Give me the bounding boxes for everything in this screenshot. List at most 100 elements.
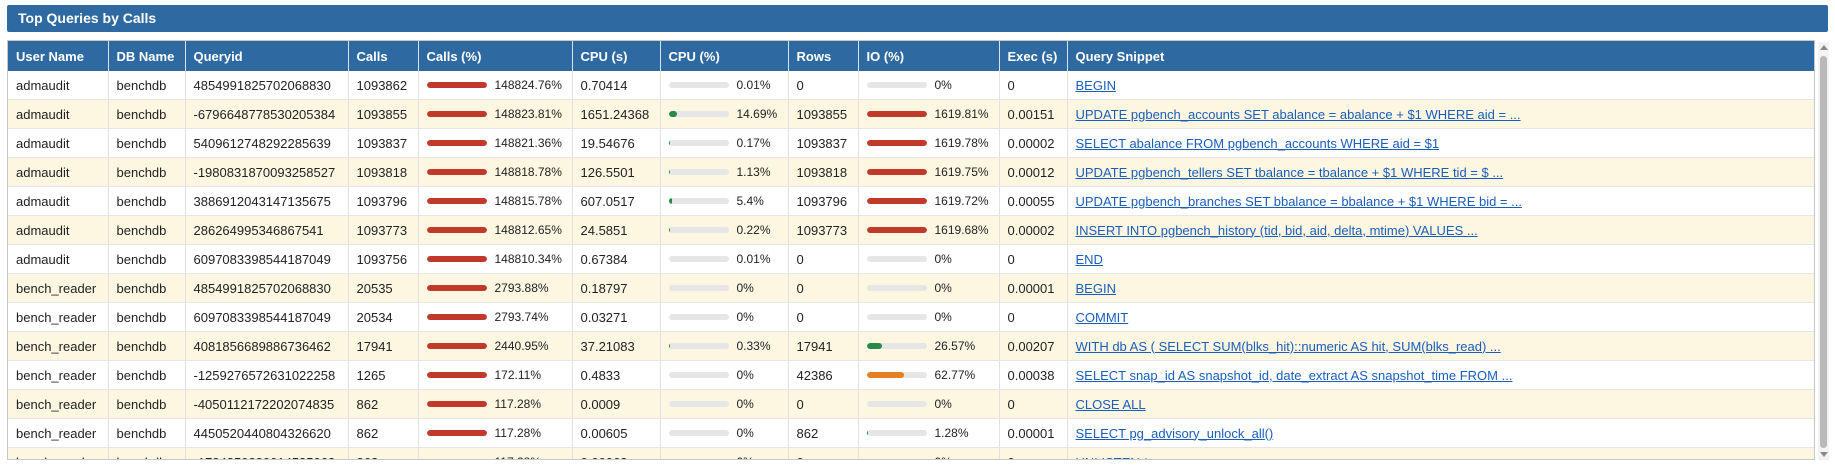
- query-snippet-link[interactable]: UPDATE pgbench_branches SET bbalance = b…: [1075, 193, 1522, 209]
- progress-bar: [426, 430, 487, 436]
- scroll-up-arrow-icon[interactable]: [1820, 45, 1828, 50]
- cell-io-pct: 0%: [858, 389, 1000, 419]
- table-row[interactable]: bench_reader benchdb 4450520440804326620 86…: [8, 418, 1814, 448]
- scroll-thumb[interactable]: [1820, 56, 1827, 448]
- table-row[interactable]: bench_reader benchdb 4081856689886736462 17…: [8, 331, 1814, 361]
- cell-cpu-s: 0.18797: [572, 273, 661, 303]
- query-snippet-link[interactable]: UNLISTEN *: [1076, 455, 1149, 460]
- query-snippet-link[interactable]: BEGIN: [1075, 280, 1116, 296]
- cell-io-pct: 0%: [858, 244, 1000, 274]
- table-row[interactable]: admaudit benchdb -6796648778530205384 10938…: [8, 99, 1814, 129]
- progress-bar: [426, 372, 487, 378]
- cell-cpu-pct: 0.01%: [660, 71, 789, 100]
- progress-bar-label: 0%: [934, 281, 952, 295]
- cell-io-pct: 0%: [858, 273, 1000, 303]
- cell-calls: 1093855: [348, 99, 419, 129]
- cell-cpu-pct: 0%: [660, 360, 789, 390]
- query-snippet-link[interactable]: WITH db AS ( SELECT SUM(blks_hit)::numer…: [1075, 338, 1501, 354]
- cell-queryid: -6796648778530205384: [185, 99, 349, 129]
- progress-bar-label: 1.28%: [934, 426, 969, 440]
- progress-bar: [426, 227, 487, 233]
- table-row[interactable]: bench_reader benchdb 4854991825702068830 20…: [8, 273, 1814, 303]
- progress-bar-label: 148815.78%: [494, 194, 562, 208]
- cell-exec-s: 0.00055: [999, 186, 1068, 216]
- progress-bar-label: 172.11%: [494, 368, 541, 382]
- query-snippet-link[interactable]: INSERT INTO pgbench_history (tid, bid, a…: [1075, 222, 1478, 238]
- query-snippet-link[interactable]: SELECT snap_id AS snapshot_id, date_extr…: [1075, 367, 1513, 383]
- col-header-queryid[interactable]: Queryid: [185, 41, 349, 71]
- col-header-cpu-pct[interactable]: CPU (%): [660, 41, 789, 71]
- col-header-db-name[interactable]: DB Name: [108, 41, 186, 71]
- cell-cpu-pct: 0.01%: [660, 244, 789, 274]
- table-row[interactable]: bench_reader benchdb -4050112172202074835 8…: [8, 389, 1814, 419]
- col-header-io-pct[interactable]: IO (%): [858, 41, 1000, 71]
- cell-query-snippet: COMMIT: [1067, 302, 1814, 332]
- query-snippet-link[interactable]: BEGIN: [1075, 77, 1116, 93]
- col-header-rows[interactable]: Rows: [788, 41, 859, 71]
- queries-table-container[interactable]: User Name DB Name Queryid Calls Calls (%…: [7, 40, 1815, 460]
- cell-cpu-pct: 5.4%: [660, 186, 789, 216]
- progress-bar-label: 0%: [934, 397, 952, 411]
- table-row[interactable]: bench_reader benchdb 6097083398544187049 20…: [8, 302, 1814, 332]
- cell-exec-s: 0.00038: [999, 360, 1068, 390]
- query-snippet-link[interactable]: END: [1075, 251, 1103, 267]
- cell-cpu-pct: 0%: [660, 302, 789, 332]
- col-header-exec-s[interactable]: Exec (s): [999, 41, 1068, 71]
- cell-rows: 1093796: [788, 186, 859, 216]
- table-row[interactable]: bench_reader benchdb -1259276572631022258 1…: [8, 360, 1814, 390]
- table-row[interactable]: admaudit benchdb 286264995346867541 1093773…: [8, 215, 1814, 245]
- progress-bar: [426, 198, 487, 204]
- table-row[interactable]: bench_readerbenchdb-17848508800145350638…: [8, 447, 1814, 460]
- cell-user-name: admaudit: [8, 157, 109, 187]
- progress-bar-fill: [866, 372, 905, 378]
- cell-calls-pct: 2440.95%: [418, 331, 573, 361]
- query-snippet-link[interactable]: UPDATE pgbench_tellers SET tbalance = tb…: [1075, 164, 1504, 180]
- progress-bar-label: 1.13%: [736, 165, 771, 179]
- progress-bar-fill: [866, 169, 927, 175]
- progress-bar-fill: [866, 430, 868, 436]
- progress-bar-label: 148812.65%: [494, 223, 562, 237]
- progress-bar-label: 2440.95%: [494, 339, 549, 353]
- col-header-user-name[interactable]: User Name: [8, 41, 109, 71]
- table-row[interactable]: admaudit benchdb 6097083398544187049 109375…: [8, 244, 1814, 274]
- cell-cpu-pct: 0.33%: [660, 331, 789, 361]
- table-row[interactable]: admaudit benchdb 5409612748292285639 109383…: [8, 128, 1814, 158]
- col-header-calls[interactable]: Calls: [348, 41, 419, 71]
- cell-calls-pct: 2793.88%: [418, 273, 573, 303]
- cell-cpu-s: 1651.24368: [572, 99, 661, 129]
- cell-calls-pct: 148823.81%: [418, 99, 573, 129]
- progress-bar-label: 0.17%: [736, 136, 771, 150]
- col-header-query-snippet[interactable]: Query Snippet: [1067, 41, 1814, 71]
- cell-user-name: admaudit: [8, 99, 109, 129]
- query-snippet-link[interactable]: CLOSE ALL: [1075, 396, 1146, 412]
- progress-bar: [668, 82, 729, 88]
- cell-calls: 1093818: [348, 157, 419, 187]
- cell-cpu-pct: 1.13%: [660, 157, 789, 187]
- scroll-down-arrow-icon[interactable]: [1820, 452, 1828, 457]
- progress-bar-fill: [866, 140, 927, 146]
- vertical-scrollbar[interactable]: [1818, 42, 1829, 460]
- cell-user-name: admaudit: [8, 215, 109, 245]
- query-snippet-link[interactable]: COMMIT: [1075, 309, 1129, 325]
- col-header-cpu-s[interactable]: CPU (s): [572, 41, 661, 71]
- progress-bar-label: 117.28%: [494, 397, 541, 411]
- cell-exec-s: 0: [999, 244, 1068, 274]
- progress-bar: [426, 169, 487, 175]
- progress-bar-fill: [426, 169, 487, 175]
- query-snippet-link[interactable]: UPDATE pgbench_accounts SET abalance = a…: [1075, 106, 1521, 122]
- progress-bar-fill: [668, 198, 672, 204]
- cell-cpu-s: 0.70414: [572, 71, 661, 100]
- table-row[interactable]: admaudit benchdb 4854991825702068830 109386…: [8, 71, 1814, 100]
- progress-bar-label: 0.01%: [736, 252, 771, 266]
- query-snippet-link[interactable]: SELECT pg_advisory_unlock_all(): [1075, 425, 1274, 441]
- table-row[interactable]: admaudit benchdb -1980831870093258527 10938…: [8, 157, 1814, 187]
- table-row[interactable]: admaudit benchdb 3886912043147135675 109379…: [8, 186, 1814, 216]
- cell-rows: 0: [788, 389, 859, 419]
- query-snippet-link[interactable]: SELECT abalance FROM pgbench_accounts WH…: [1075, 135, 1440, 151]
- cell-db-name: benchdb: [108, 186, 186, 216]
- cell-rows: 0: [788, 273, 859, 303]
- cell-exec-s: 0.00002: [999, 128, 1068, 158]
- col-header-calls-pct[interactable]: Calls (%): [418, 41, 573, 71]
- progress-bar-label: 0%: [736, 426, 754, 440]
- cell-cpu-pct: 0%: [660, 418, 789, 448]
